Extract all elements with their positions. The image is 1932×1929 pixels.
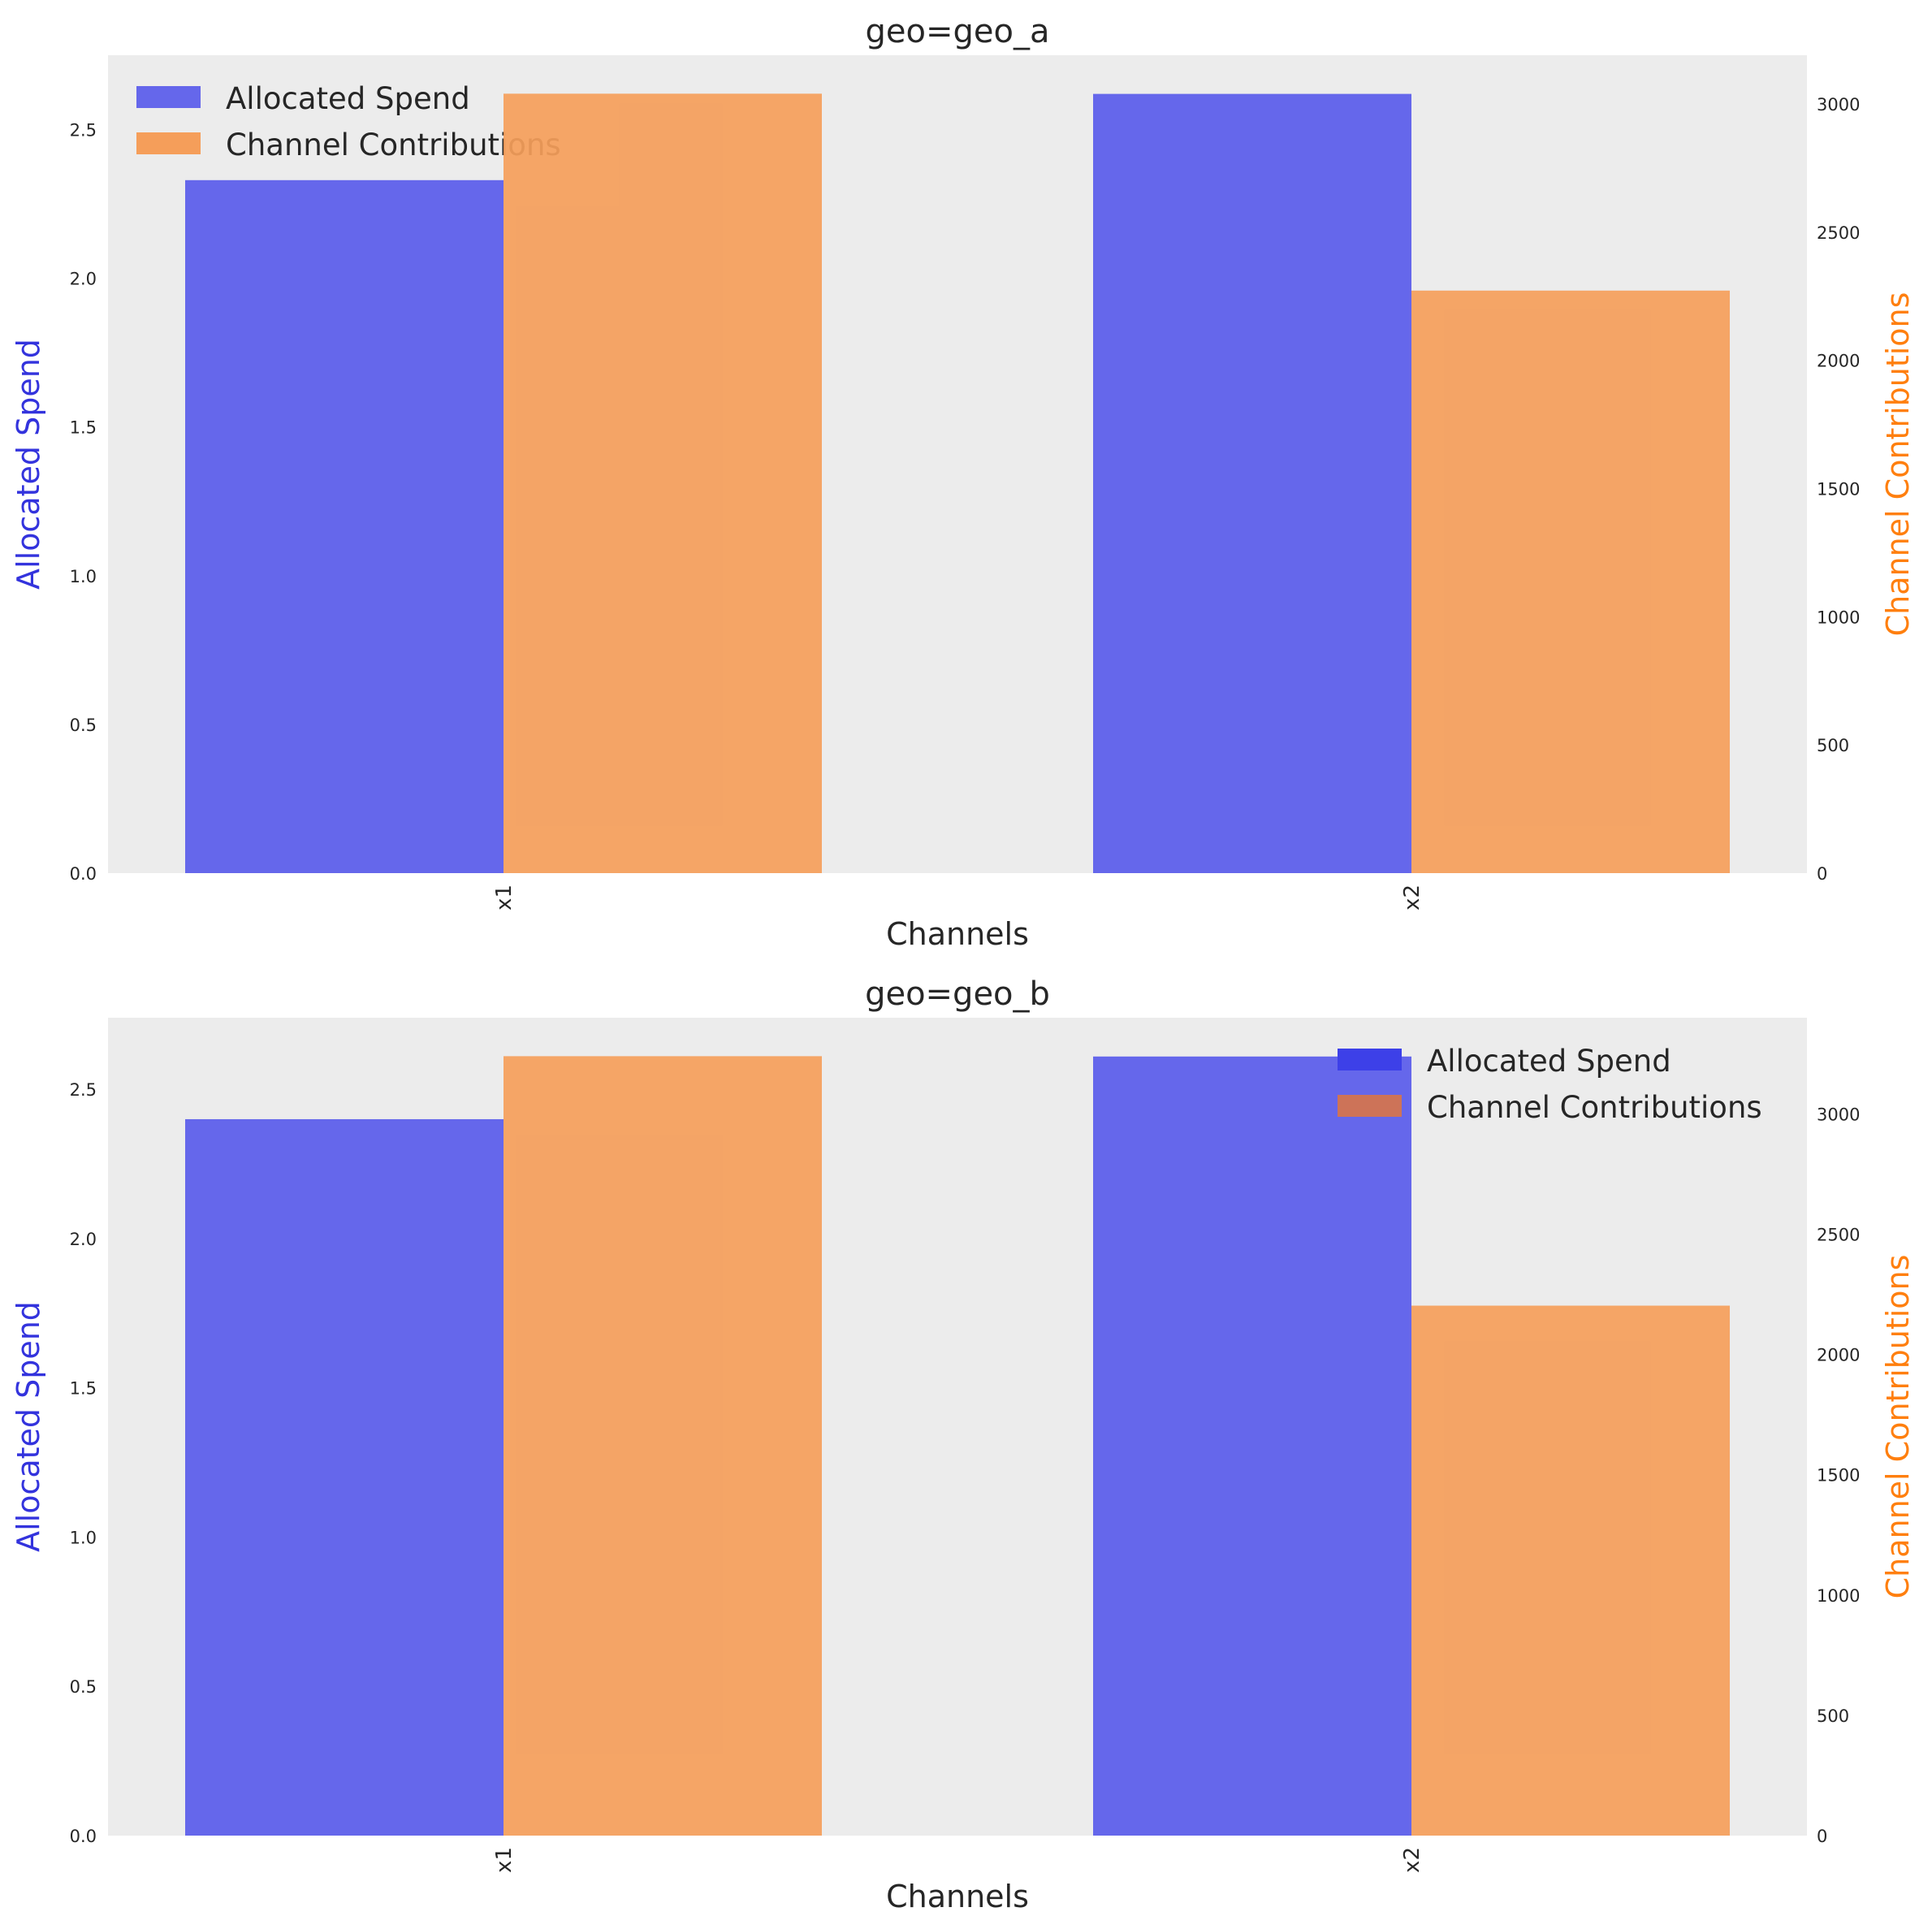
x-tick-label: x2 <box>1400 884 1424 910</box>
left-y-tick-label: 1.0 <box>70 1528 97 1547</box>
right-y-axis-label: Channel Contributions <box>1880 1255 1916 1599</box>
right-y-tick-label: 2500 <box>1817 1226 1860 1245</box>
left-y-axis-label: Allocated Spend <box>11 1301 46 1552</box>
legend-swatch <box>1338 1095 1402 1117</box>
bar-allocated-spend-x1 <box>185 179 504 873</box>
legend: Allocated Spend Channel Contributions <box>1338 1044 1762 1125</box>
bar-allocated-spend-x1 <box>185 1118 504 1836</box>
left-y-tick-label: 0.0 <box>70 864 97 884</box>
right-y-tick-label: 0 <box>1817 1827 1827 1846</box>
right-y-tick-label: 1500 <box>1817 479 1860 499</box>
left-y-tick-label: 2.5 <box>70 1080 97 1100</box>
right-y-axis-label: Channel Contributions <box>1880 292 1916 637</box>
left-y-tick-label: 0.5 <box>70 1677 97 1697</box>
legend-entry: Allocated Spend <box>136 81 470 116</box>
legend-label: Channel Contributions <box>1427 1090 1762 1125</box>
x-axis-label: Channels <box>886 1879 1029 1914</box>
left-y-tick-label: 2.5 <box>70 121 97 141</box>
bar-channel-contributions-x1 <box>504 1056 822 1836</box>
legend-label: Allocated Spend <box>1427 1044 1671 1079</box>
right-y-tick-label: 3000 <box>1817 95 1860 115</box>
legend-label: Allocated Spend <box>226 81 470 116</box>
right-y-tick-label: 2500 <box>1817 223 1860 243</box>
left-y-tick-label: 0.0 <box>70 1827 97 1846</box>
left-y-tick-label: 1.5 <box>70 418 97 438</box>
legend-swatch <box>136 132 201 154</box>
bar-channel-contributions-x2 <box>1411 1305 1730 1836</box>
left-y-axis-label: Allocated Spend <box>11 339 46 590</box>
right-y-tick-label: 500 <box>1817 1706 1849 1726</box>
bar-allocated-spend-x2 <box>1093 93 1411 873</box>
right-y-tick-label: 2000 <box>1817 1346 1860 1365</box>
right-y-tick-label: 1000 <box>1817 1586 1860 1606</box>
x-tick-label: x1 <box>492 884 516 910</box>
subplot-geo-b: Allocated Spend Channel Contributions 0.0 0… <box>11 975 1916 1914</box>
left-y-tick-label: 0.5 <box>70 716 97 735</box>
subplot-title: geo=geo_a <box>866 13 1050 50</box>
x-tick-label: x2 <box>1400 1847 1424 1873</box>
bar-channel-contributions-x1 <box>504 93 822 874</box>
left-y-tick-label: 1.0 <box>70 567 97 586</box>
right-y-tick-label: 0 <box>1817 864 1827 884</box>
x-axis-label: Channels <box>886 916 1029 952</box>
subplot-geo-a: Allocated Spend Channel Contributions 0.0 0… <box>11 13 1916 952</box>
right-y-tick-label: 500 <box>1817 736 1849 755</box>
right-y-tick-label: 3000 <box>1817 1105 1860 1124</box>
left-y-tick-label: 2.0 <box>70 1230 97 1249</box>
legend-entry: Channel Contributions <box>1338 1090 1762 1125</box>
right-y-tick-label: 1500 <box>1817 1466 1860 1486</box>
subplot-title: geo=geo_b <box>865 975 1050 1013</box>
bar-channel-contributions-x2 <box>1411 290 1730 874</box>
right-y-tick-label: 2000 <box>1817 352 1860 371</box>
right-y-tick-label: 1000 <box>1817 608 1860 627</box>
left-y-tick-label: 1.5 <box>70 1379 97 1399</box>
left-y-tick-label: 2.0 <box>70 270 97 289</box>
x-tick-label: x1 <box>492 1847 516 1873</box>
legend-swatch <box>1338 1049 1402 1070</box>
legend-swatch <box>136 86 201 108</box>
bar-allocated-spend-x2 <box>1093 1056 1411 1836</box>
legend-entry: Allocated Spend <box>1338 1044 1671 1079</box>
